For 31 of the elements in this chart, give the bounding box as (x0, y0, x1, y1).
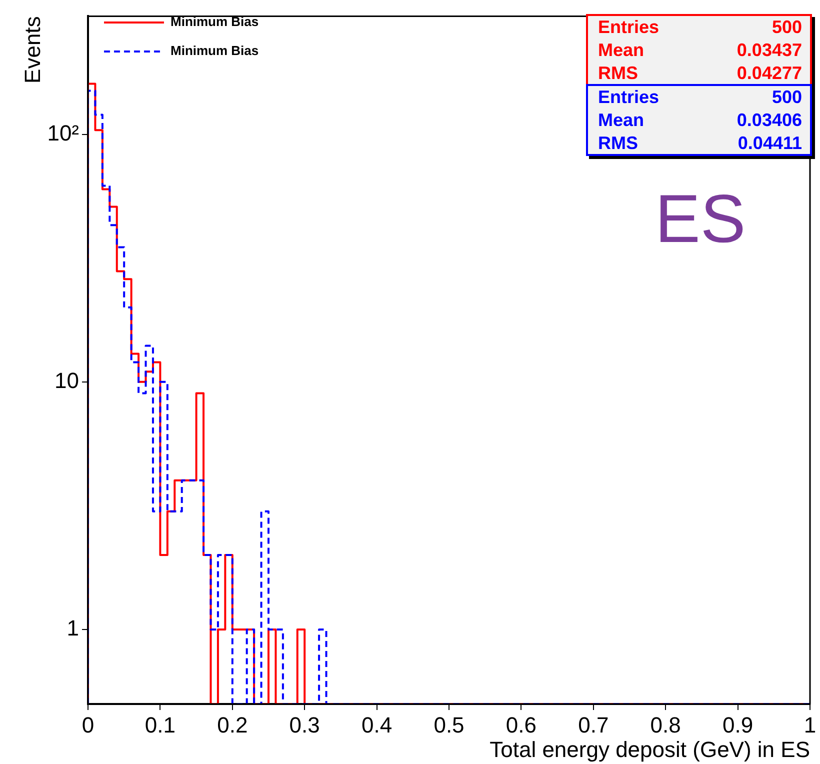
y-tick-label: 10² (47, 120, 79, 146)
x-tick-label: 0.3 (289, 712, 320, 738)
annotation: ES (655, 180, 746, 258)
x-tick-label: 1 (804, 712, 816, 738)
x-tick-label: 0.9 (722, 712, 754, 738)
legend-label: Minimum Bias (170, 43, 259, 58)
x-tick-label: 0.6 (506, 712, 536, 738)
x-tick-label: 0.4 (362, 712, 392, 738)
annotation: 0.04411 (738, 132, 802, 155)
x-tick-label: 0.1 (144, 712, 176, 738)
annotation: Mean (598, 39, 644, 62)
x-tick-label: 0.8 (650, 712, 681, 738)
x-tick-label: 0.7 (578, 712, 609, 738)
annotation: 0.03437 (736, 39, 802, 62)
annotation: RMS (598, 132, 638, 155)
x-axis-title: Total energy deposit (GeV) in ES (490, 737, 810, 762)
annotation: 0.04277 (736, 62, 802, 85)
y-tick-label: 10 (54, 368, 79, 393)
legend-label: Minimum Bias (170, 14, 259, 30)
annotation: 500 (772, 86, 802, 109)
annotation: RMS (598, 62, 638, 85)
y-tick-label: 1 (66, 616, 79, 641)
annotation: Entries (598, 16, 660, 39)
annotation: Entries (598, 86, 660, 109)
x-tick-label: 0.5 (434, 712, 464, 738)
annotation: Mean (598, 109, 644, 132)
x-tick-label: 0.2 (217, 712, 248, 738)
annotation: 0.03406 (736, 109, 802, 132)
x-tick-label: 0 (82, 712, 94, 738)
y-axis-title: Events (20, 16, 46, 84)
annotation: 500 (772, 16, 802, 39)
